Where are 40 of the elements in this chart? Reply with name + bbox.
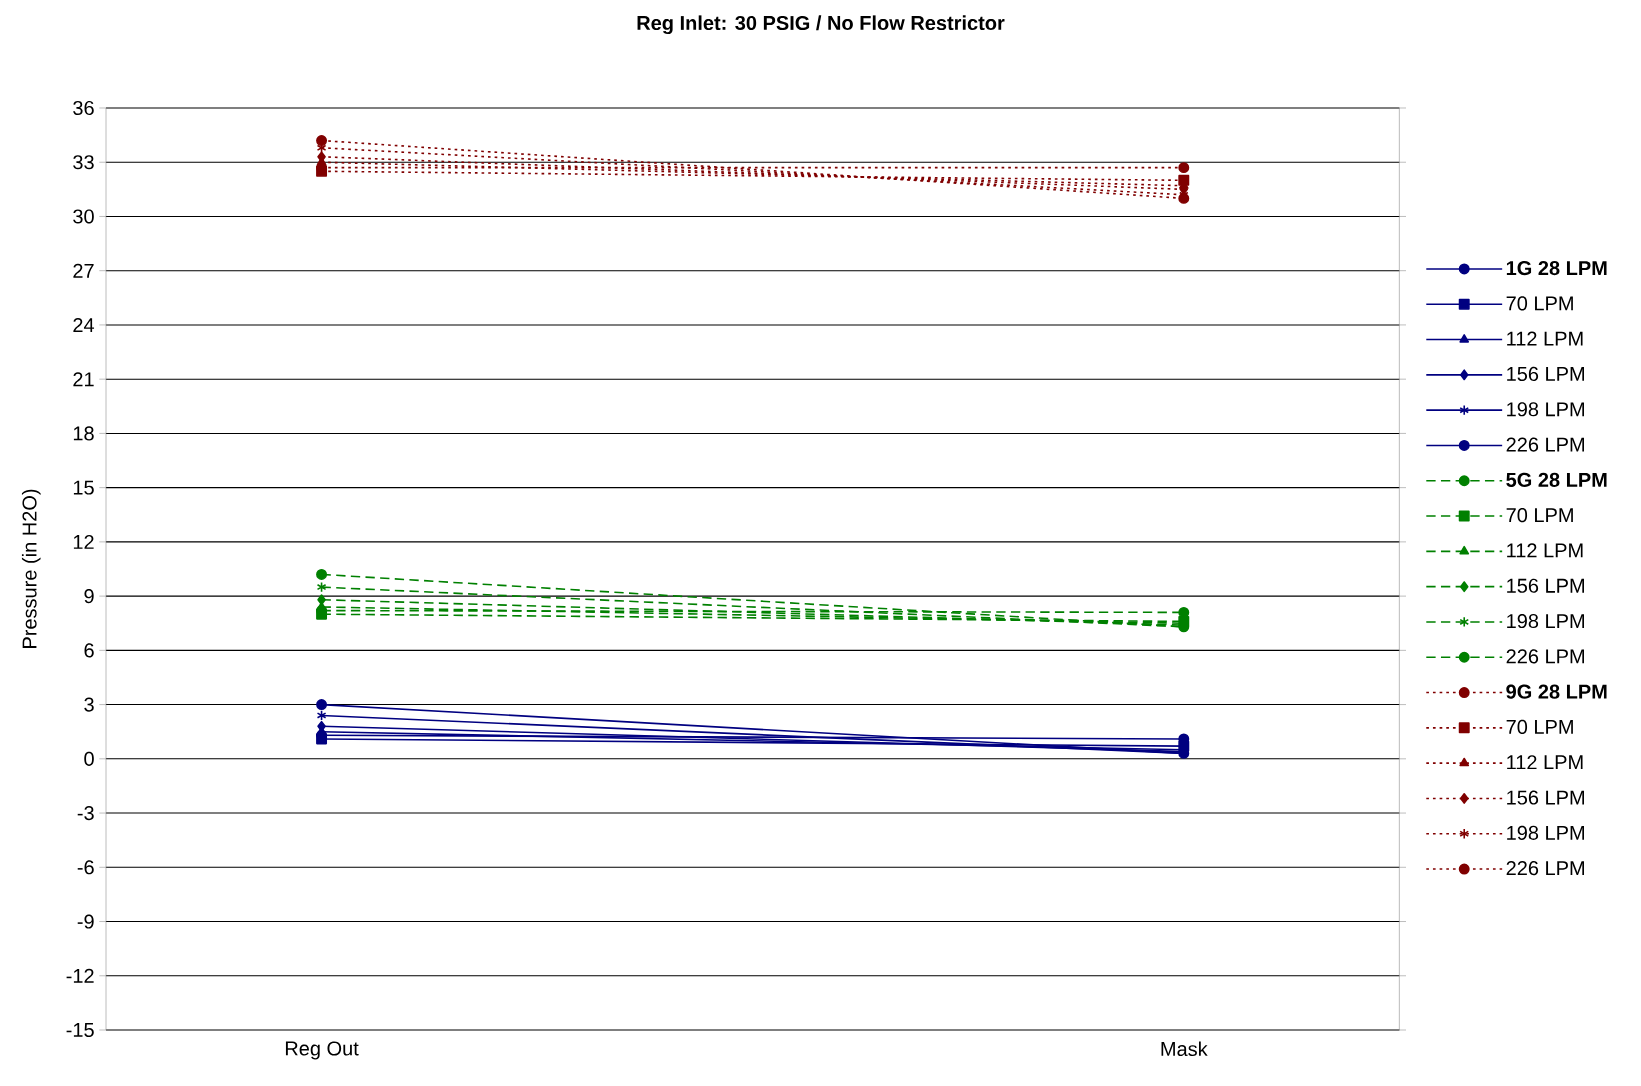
- legend-label: 226 LPM: [1506, 437, 1584, 452]
- legend-label: 9G 28 LPM: [1506, 684, 1607, 699]
- legend-label: 156 LPM: [1507, 790, 1584, 805]
- y-tick-label: -12: [66, 968, 94, 983]
- y-tick-label: 36: [73, 100, 94, 116]
- y-tick-label: 27: [73, 263, 94, 278]
- legend-label: 156 LPM: [1507, 366, 1584, 382]
- y-tick-label: -9: [77, 914, 94, 929]
- legend-label: 198 LPM: [1507, 613, 1584, 629]
- y-tick-label: 0: [84, 751, 94, 766]
- legend-label: 70 LPM: [1506, 296, 1573, 311]
- chart-title: Reg Inlet: 30 PSIG / No Flow Restrictor: [637, 15, 1005, 35]
- x-tick-label: Reg Out: [285, 1041, 359, 1060]
- y-tick-label: 15: [73, 480, 94, 495]
- legend-label: 70 LPM: [1506, 508, 1573, 523]
- legend-label: 112 LPM: [1507, 331, 1583, 346]
- y-tick-label: -15: [66, 1023, 94, 1037]
- legend-label: 156 LPM: [1507, 578, 1584, 593]
- legend-label: 226 LPM: [1506, 861, 1584, 876]
- y-tick-label: -6: [77, 860, 94, 875]
- legend-label: 226 LPM: [1506, 649, 1584, 664]
- y-tick-label: 18: [73, 426, 94, 441]
- y-tick-label: 3: [84, 697, 94, 712]
- legend-label: 1G 28 LPM: [1506, 260, 1607, 276]
- legend-label: 198 LPM: [1507, 825, 1584, 840]
- y-tick-label: 24: [73, 317, 95, 332]
- y-tick-label: 21: [73, 372, 94, 387]
- legend-label: 198 LPM: [1507, 402, 1584, 417]
- y-tick-label: 9: [84, 589, 94, 604]
- legend-label: 112 LPM: [1507, 755, 1583, 770]
- y-tick-label: 12: [73, 534, 94, 549]
- y-tick-label: -3: [77, 805, 94, 821]
- y-tick-label: 6: [84, 643, 94, 658]
- y-tick-label: 30: [73, 209, 94, 224]
- x-tick-label: Mask: [1161, 1041, 1208, 1057]
- legend-label: 70 LPM: [1506, 719, 1573, 735]
- legend-label: 5G 28 LPM: [1506, 472, 1607, 487]
- legend-label: 112 LPM: [1507, 543, 1583, 558]
- y-axis-title: Pressure (in H2O): [21, 489, 41, 648]
- y-tick-label: 33: [73, 155, 94, 170]
